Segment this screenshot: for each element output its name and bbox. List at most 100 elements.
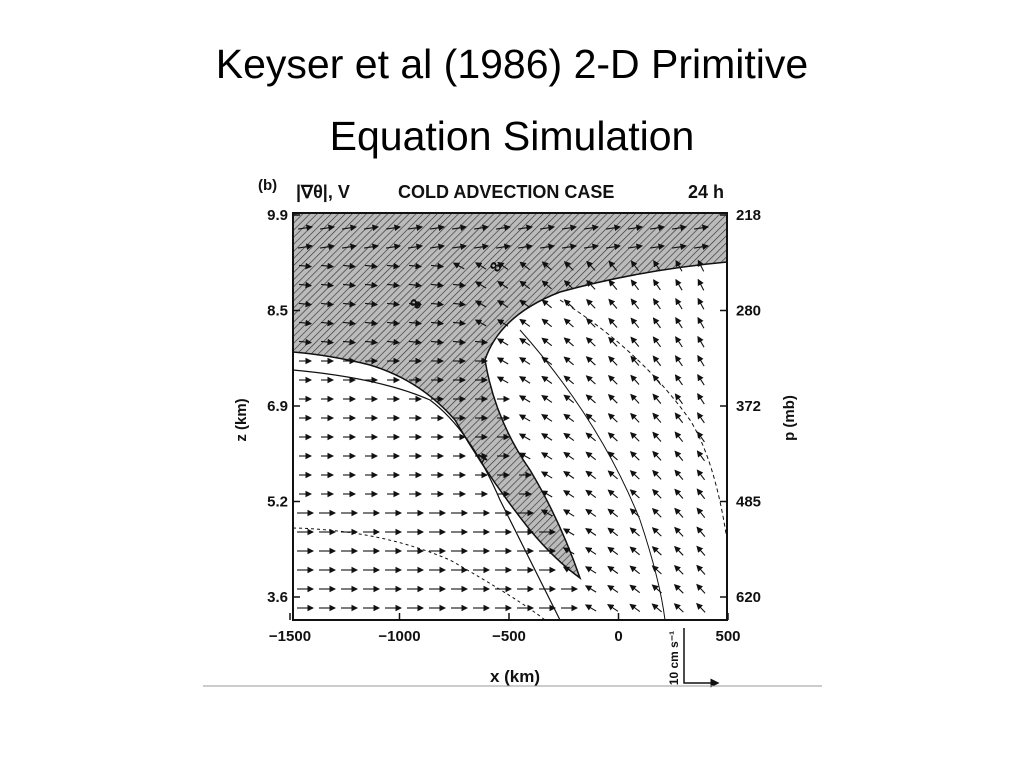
vector-arrow [630,298,640,310]
vector-arrow [342,319,357,327]
vector-arrow [608,279,618,290]
vector-arrow [696,469,706,481]
vector-arrow [540,490,553,498]
vector-arrow [342,300,357,308]
vector-arrow [652,450,662,461]
vector-arrow [652,412,662,423]
time-label: 24 h [688,182,724,202]
vector-arrow [298,300,313,308]
vector-arrow [541,261,552,271]
vector-arrow [386,300,401,308]
vector-arrow [563,318,574,328]
vector-arrow [429,224,446,232]
vector-arrow [341,224,358,232]
vector-arrow [319,243,336,251]
vector-arrow [452,338,467,346]
vector-scale-label: 10 cm s⁻¹ [667,631,681,685]
vector-arrow [364,319,379,327]
vector-arrow [585,489,597,498]
vector-arrow [651,527,662,537]
vector-arrow [630,260,639,272]
vector-arrow [320,281,335,289]
vector-arrow [651,603,662,613]
vector-arrow [363,243,380,251]
vector-arrow [496,338,509,346]
vector-arrow [674,355,683,367]
vector-arrow [451,224,468,232]
vector-arrow [539,243,556,251]
vector-arrow [320,338,335,346]
vector-arrow [584,604,597,612]
bottom-tick-label: 0 [614,628,622,645]
vector-arrow [429,243,446,251]
vector-arrow [386,319,401,327]
vector-arrow [298,319,313,327]
vector-arrow [673,603,684,613]
slide-title-line: Keyser et al (1986) 2-D Primitive [216,41,808,87]
vector-arrow [385,224,402,232]
vector-arrow [495,224,512,232]
vector-arrow [497,300,509,308]
vector-arrow [408,300,423,308]
vector-arrow [519,280,531,290]
vector-arrow [297,243,314,251]
vector-arrow [408,338,423,346]
vector-arrow [563,337,574,347]
vector-arrow [674,469,684,480]
vector-arrow [630,431,640,442]
vector-arrow [540,471,553,479]
vector-arrow [430,338,445,346]
vector-arrow [697,278,705,291]
vector-arrow [407,224,424,232]
vector-arrow [675,336,683,348]
vector-arrow [630,374,640,385]
vector-arrow [629,508,640,518]
vector-arrow [473,224,490,232]
vector-arrow [652,488,662,499]
right-tick-label: 620 [736,589,761,606]
vector-arrow [541,318,553,328]
vector-arrow [586,279,596,290]
vector-arrow [652,374,662,386]
vector-arrow [408,319,423,327]
vector-arrow [607,527,619,537]
vector-arrow [696,602,706,613]
vector-arrow [586,260,596,271]
vector-arrow [629,546,640,556]
vector-arrow [585,317,596,328]
vector-arrow [386,281,401,289]
vector-arrow [630,355,640,366]
vector-arrow [497,281,509,289]
vector-arrow [607,489,618,499]
vector-arrow [652,393,662,404]
vector-arrow [563,432,575,441]
vector-arrow [605,224,622,232]
vector-arrow [541,414,553,422]
vector-arrow [297,224,314,232]
vector-arrow [693,243,710,251]
vector-arrow [607,546,619,556]
contour [519,329,666,621]
vector-arrow [585,337,596,347]
contour [292,527,546,621]
vector-arrow [696,450,705,462]
vector-arrow [586,298,596,309]
vector-arrow [674,450,684,461]
vector-arrow [364,338,379,346]
vector-arrow [607,451,618,461]
plot-frame [292,212,728,621]
vector-arrow [630,336,640,347]
vector-arrow [585,356,596,366]
vector-arrow [320,262,335,270]
vector-arrow [629,489,640,499]
vector-arrow [674,393,684,405]
vector-arrow [541,394,553,403]
vector-arrow [585,566,597,574]
vector-arrow [563,280,574,290]
vector-arrow [474,262,487,270]
field-label: |∇θ|, V [296,182,350,202]
vector-arrow [519,337,531,346]
vector-arrow [430,262,445,270]
vector-arrow [674,507,684,518]
vector-arrow [607,432,618,442]
